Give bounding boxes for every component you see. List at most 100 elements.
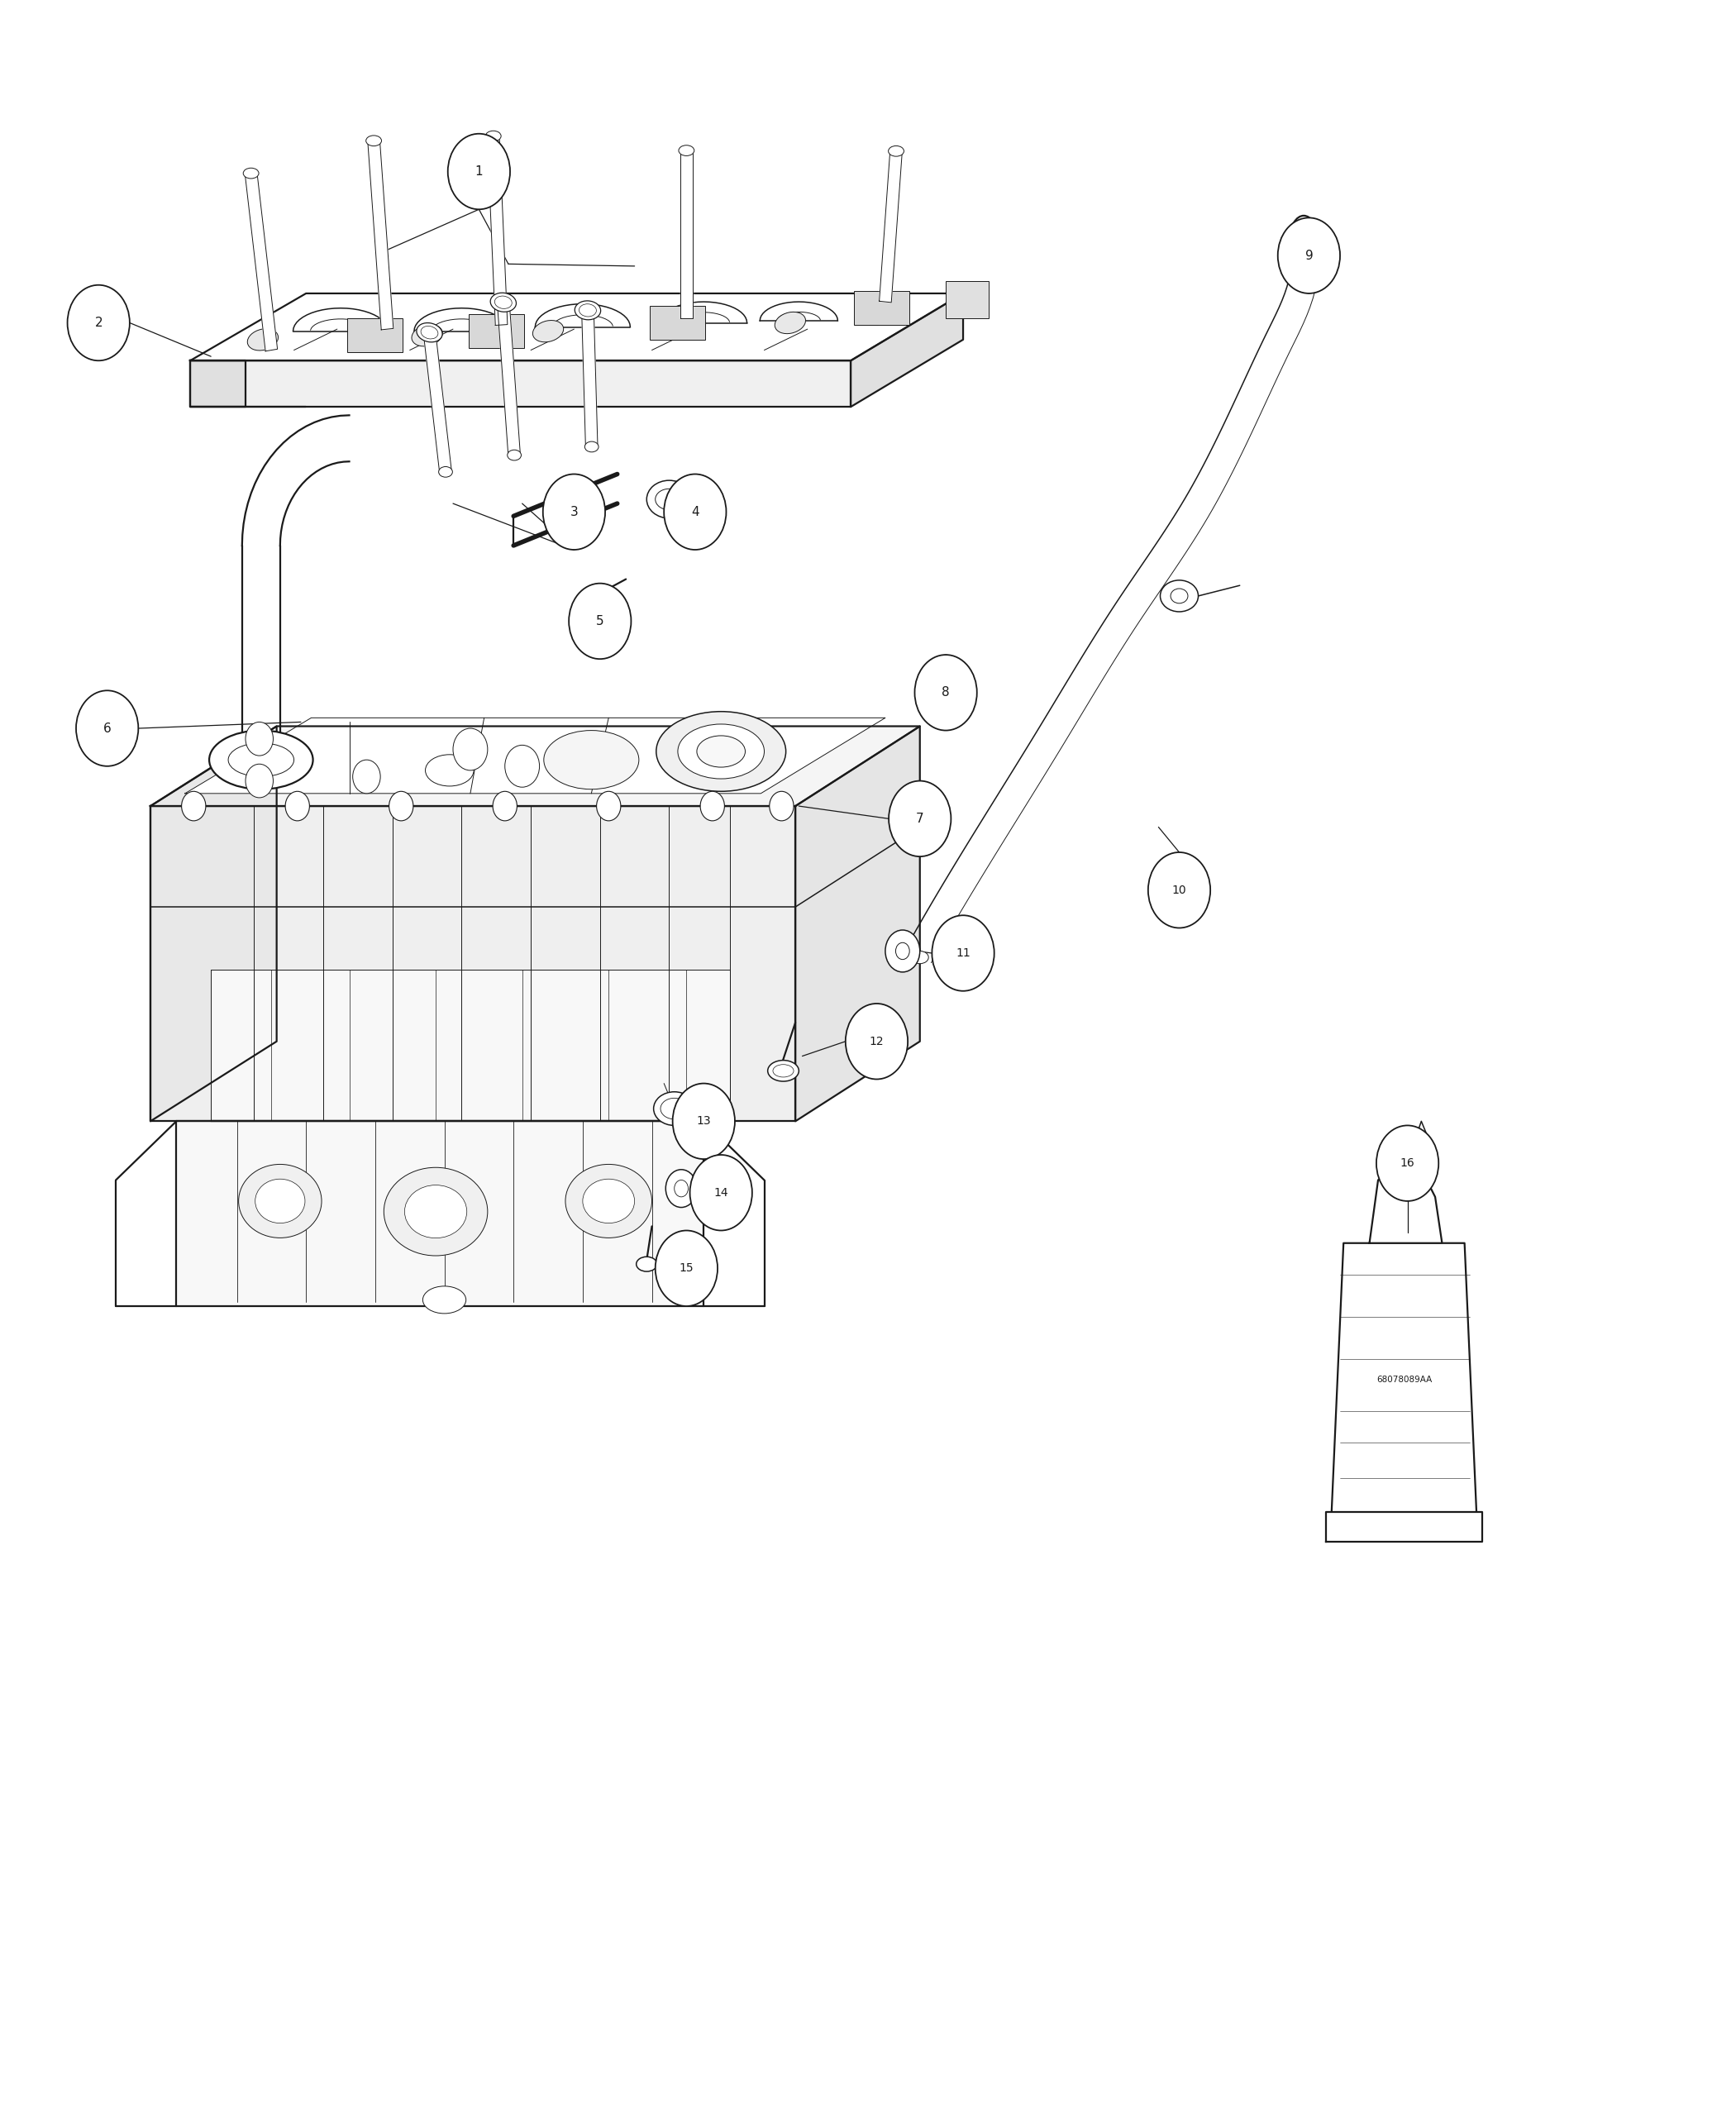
Polygon shape [151,727,920,805]
Circle shape [448,133,510,209]
Polygon shape [212,970,729,1121]
Ellipse shape [1290,215,1318,261]
Ellipse shape [861,304,892,325]
Polygon shape [191,360,851,407]
Ellipse shape [486,131,502,141]
Ellipse shape [773,1065,793,1077]
Ellipse shape [648,481,691,519]
FancyBboxPatch shape [469,314,524,348]
Ellipse shape [566,1164,651,1237]
Text: 14: 14 [713,1187,729,1199]
Polygon shape [1413,1121,1430,1170]
Polygon shape [1332,1244,1477,1516]
Ellipse shape [420,327,437,339]
Circle shape [285,790,309,820]
Ellipse shape [580,304,597,316]
Text: 16: 16 [1401,1157,1415,1170]
Ellipse shape [922,696,946,713]
Text: 10: 10 [1172,885,1186,896]
Circle shape [1278,217,1340,293]
Ellipse shape [366,135,382,145]
Polygon shape [488,135,507,325]
Ellipse shape [660,1098,687,1119]
Ellipse shape [576,485,590,495]
Polygon shape [1326,1511,1483,1541]
Circle shape [845,1003,908,1079]
Circle shape [663,474,726,550]
Text: 5: 5 [595,616,604,628]
Ellipse shape [490,293,516,312]
Circle shape [505,744,540,786]
Ellipse shape [585,441,599,451]
Circle shape [453,729,488,769]
Text: 3: 3 [569,506,578,519]
Ellipse shape [911,951,929,963]
Ellipse shape [495,295,512,308]
Circle shape [543,474,606,550]
Polygon shape [582,310,597,447]
Polygon shape [514,474,618,546]
Text: 7: 7 [917,812,924,824]
Circle shape [1377,1126,1439,1202]
Ellipse shape [583,1178,635,1223]
Text: 9: 9 [1305,249,1312,261]
Text: 11: 11 [957,946,970,959]
Polygon shape [177,1121,703,1307]
FancyBboxPatch shape [946,280,990,318]
FancyBboxPatch shape [649,306,705,339]
Polygon shape [496,301,521,455]
Polygon shape [151,805,795,1121]
FancyBboxPatch shape [854,291,910,325]
Ellipse shape [243,169,259,179]
Circle shape [896,942,910,959]
Ellipse shape [248,329,278,350]
Polygon shape [1370,1155,1443,1244]
Ellipse shape [568,479,599,504]
Circle shape [936,694,950,710]
Circle shape [689,1155,752,1231]
Circle shape [654,1231,717,1307]
Circle shape [245,723,273,755]
Ellipse shape [425,755,474,786]
Polygon shape [851,293,963,407]
Ellipse shape [210,731,312,788]
Polygon shape [368,139,394,329]
Circle shape [665,1170,696,1208]
Ellipse shape [507,449,521,460]
Text: 13: 13 [696,1115,712,1128]
Ellipse shape [767,1060,799,1081]
Ellipse shape [653,1092,694,1126]
FancyBboxPatch shape [347,318,403,352]
Ellipse shape [238,1164,321,1237]
Circle shape [182,790,207,820]
Circle shape [932,915,995,991]
Ellipse shape [533,320,564,341]
Circle shape [1147,852,1210,928]
Ellipse shape [439,466,453,476]
Polygon shape [191,360,245,407]
Circle shape [493,790,517,820]
Polygon shape [151,727,276,1121]
Circle shape [674,1180,687,1197]
Ellipse shape [583,588,608,605]
Ellipse shape [1170,588,1187,603]
Polygon shape [245,173,278,352]
Ellipse shape [543,731,639,788]
Ellipse shape [656,713,786,790]
Ellipse shape [411,325,443,346]
Polygon shape [191,293,963,360]
Ellipse shape [575,301,601,320]
Polygon shape [241,546,279,759]
Circle shape [672,1084,734,1159]
Polygon shape [878,150,903,301]
Text: 15: 15 [679,1263,694,1273]
Circle shape [68,285,130,360]
Circle shape [389,790,413,820]
Circle shape [700,790,724,820]
Ellipse shape [424,1286,465,1313]
Circle shape [245,763,273,797]
Ellipse shape [255,1178,306,1223]
Ellipse shape [677,725,764,778]
Text: 12: 12 [870,1035,884,1048]
Polygon shape [681,150,693,318]
